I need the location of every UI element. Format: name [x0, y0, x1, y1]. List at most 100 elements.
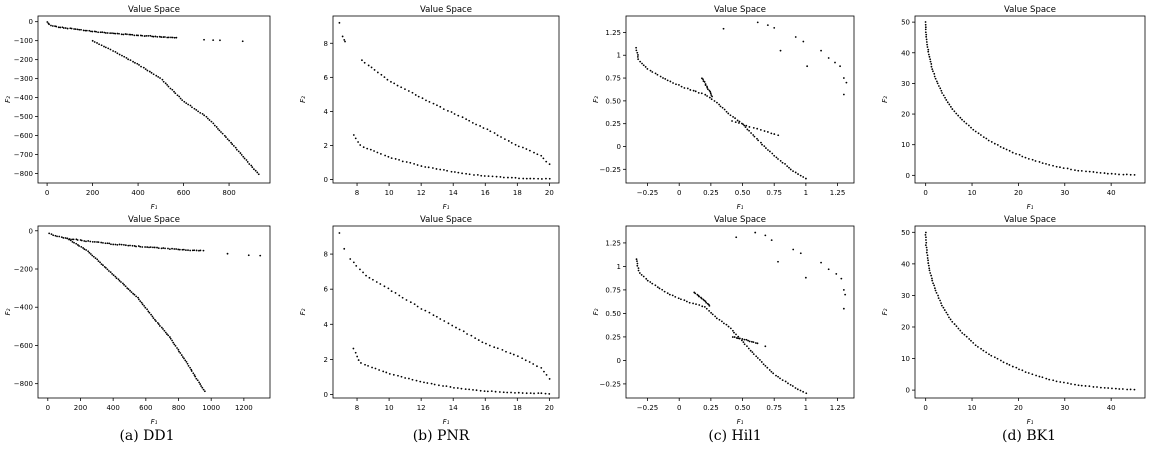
data-point — [153, 318, 156, 321]
caption-bk1: (d) BK1 — [1002, 428, 1056, 444]
plot-frame — [37, 225, 271, 399]
data-point — [135, 34, 138, 37]
data-point — [190, 368, 193, 371]
data-point — [256, 171, 259, 174]
data-point — [112, 32, 115, 35]
data-point — [703, 81, 706, 83]
data-point — [62, 237, 65, 239]
data-point — [187, 103, 190, 106]
data-point — [926, 43, 929, 46]
data-point — [133, 34, 136, 37]
data-point — [362, 146, 365, 149]
data-point — [770, 370, 773, 373]
data-point — [140, 65, 142, 68]
data-point — [380, 73, 383, 76]
x-tick-label: 800 — [172, 404, 185, 412]
data-point — [949, 105, 952, 108]
data-point — [404, 88, 406, 91]
data-point — [193, 107, 196, 110]
data-point — [210, 120, 213, 123]
data-point — [529, 392, 532, 395]
data-point — [80, 246, 83, 248]
data-point — [700, 297, 703, 300]
data-point — [749, 349, 752, 352]
data-point — [1027, 158, 1030, 160]
data-point — [771, 152, 774, 155]
data-point — [121, 54, 123, 57]
data-point — [162, 328, 164, 330]
data-point — [479, 125, 482, 127]
data-point — [1096, 171, 1098, 174]
data-point — [940, 302, 942, 305]
data-point — [250, 164, 253, 167]
data-point — [942, 306, 945, 309]
data-point — [990, 141, 993, 143]
data-point — [472, 388, 474, 391]
y-tick-label: 0.50 — [605, 97, 621, 105]
data-point — [979, 134, 982, 136]
data-point — [664, 78, 667, 80]
data-point — [493, 132, 496, 134]
data-point — [48, 232, 51, 235]
y-tick-label: 40 — [901, 260, 910, 268]
data-point — [232, 145, 235, 147]
data-point — [1066, 382, 1069, 385]
data-point — [89, 253, 92, 255]
data-point — [245, 159, 248, 161]
data-point — [972, 128, 975, 131]
data-point — [985, 137, 988, 140]
y-tick-label: 30 — [901, 292, 910, 300]
data-point — [835, 273, 838, 275]
data-point — [777, 158, 779, 160]
data-point — [96, 258, 99, 261]
data-point — [445, 385, 448, 387]
data-point — [945, 99, 948, 101]
data-point — [996, 144, 999, 146]
data-point — [464, 388, 467, 391]
data-point — [394, 292, 397, 294]
data-point — [1107, 387, 1110, 389]
data-point — [205, 115, 208, 118]
chart-title: Value Space — [128, 5, 180, 15]
y-tick-label: 0.75 — [605, 286, 621, 294]
data-point — [779, 49, 782, 52]
data-point — [133, 293, 136, 296]
data-point — [666, 292, 669, 295]
data-point — [228, 139, 231, 142]
data-point — [942, 94, 945, 97]
data-point — [746, 128, 749, 131]
data-point — [148, 246, 150, 249]
data-point — [141, 303, 144, 306]
data-point — [409, 301, 412, 304]
data-point — [364, 363, 366, 366]
data-point — [470, 334, 473, 337]
data-point — [928, 269, 931, 272]
data-point — [420, 308, 423, 310]
data-point — [512, 353, 515, 356]
data-point — [230, 141, 232, 144]
data-point — [1099, 386, 1102, 389]
data-point — [1062, 381, 1065, 384]
data-point — [959, 116, 962, 119]
data-point — [476, 173, 479, 176]
data-point — [179, 97, 182, 100]
data-point — [540, 392, 543, 395]
data-point — [720, 320, 723, 323]
data-point — [160, 247, 163, 250]
y-tick-label: 2 — [324, 356, 328, 364]
data-point — [127, 244, 130, 247]
x-tick-label: −0.25 — [637, 404, 658, 412]
data-point — [802, 40, 805, 43]
data-point — [770, 132, 773, 135]
data-point — [428, 311, 431, 314]
data-point — [185, 102, 188, 105]
data-point — [234, 146, 237, 149]
data-point — [510, 176, 513, 179]
data-point — [155, 74, 158, 77]
data-point — [461, 116, 464, 119]
data-point — [937, 294, 939, 297]
data-point — [529, 177, 532, 180]
data-point — [173, 248, 176, 250]
data-point — [502, 176, 505, 179]
data-point — [763, 145, 766, 148]
